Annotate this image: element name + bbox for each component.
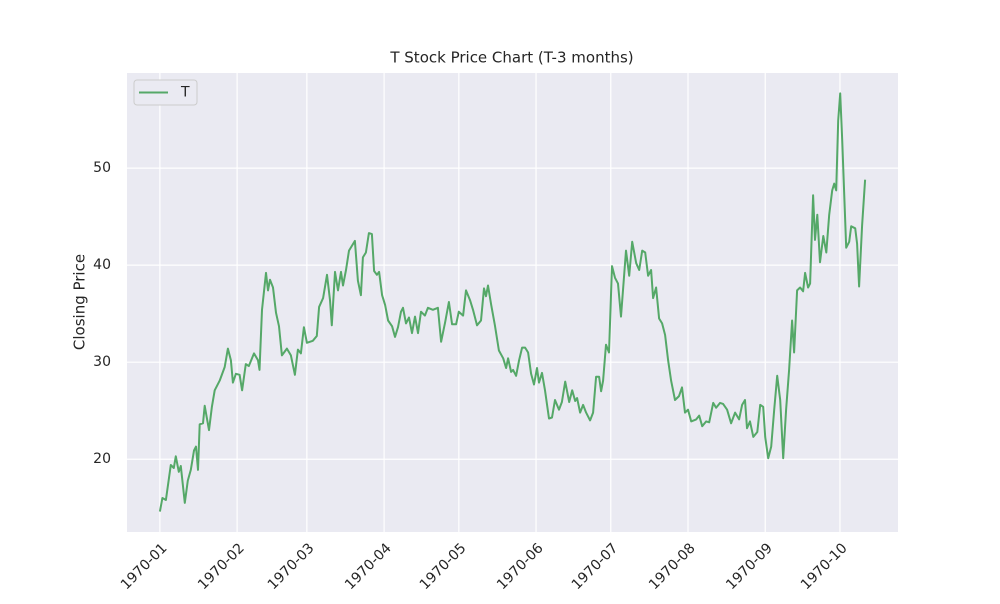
marks xyxy=(158,92,867,512)
x-tick-label: 1970-02 xyxy=(195,540,248,593)
y-axis-label: Closing Price xyxy=(71,254,89,350)
x-tick-label: 1970-04 xyxy=(342,540,395,593)
x-tick-label: 1970-01 xyxy=(118,540,171,593)
x-tick-label: 1970-06 xyxy=(494,540,547,593)
y-tick-label: 40 xyxy=(93,257,111,273)
x-tick-label: 1970-03 xyxy=(265,540,318,593)
chart-title: T Stock Price Chart (T-3 months) xyxy=(389,49,633,67)
x-tick-label: 1970-07 xyxy=(569,540,622,593)
legend-label: T xyxy=(180,85,190,101)
x-tick-label: 1970-09 xyxy=(723,540,776,593)
y-tick-label: 30 xyxy=(93,354,111,370)
y-tick-label: 50 xyxy=(93,160,111,176)
line-series xyxy=(158,92,867,512)
y-tick-label: 20 xyxy=(93,451,111,467)
x-tick-label: 1970-05 xyxy=(417,540,470,593)
x-tick-label: 1970-08 xyxy=(646,540,699,593)
grid xyxy=(127,73,898,532)
plot-area xyxy=(127,73,898,532)
x-tick-label: 1970-10 xyxy=(798,540,851,593)
